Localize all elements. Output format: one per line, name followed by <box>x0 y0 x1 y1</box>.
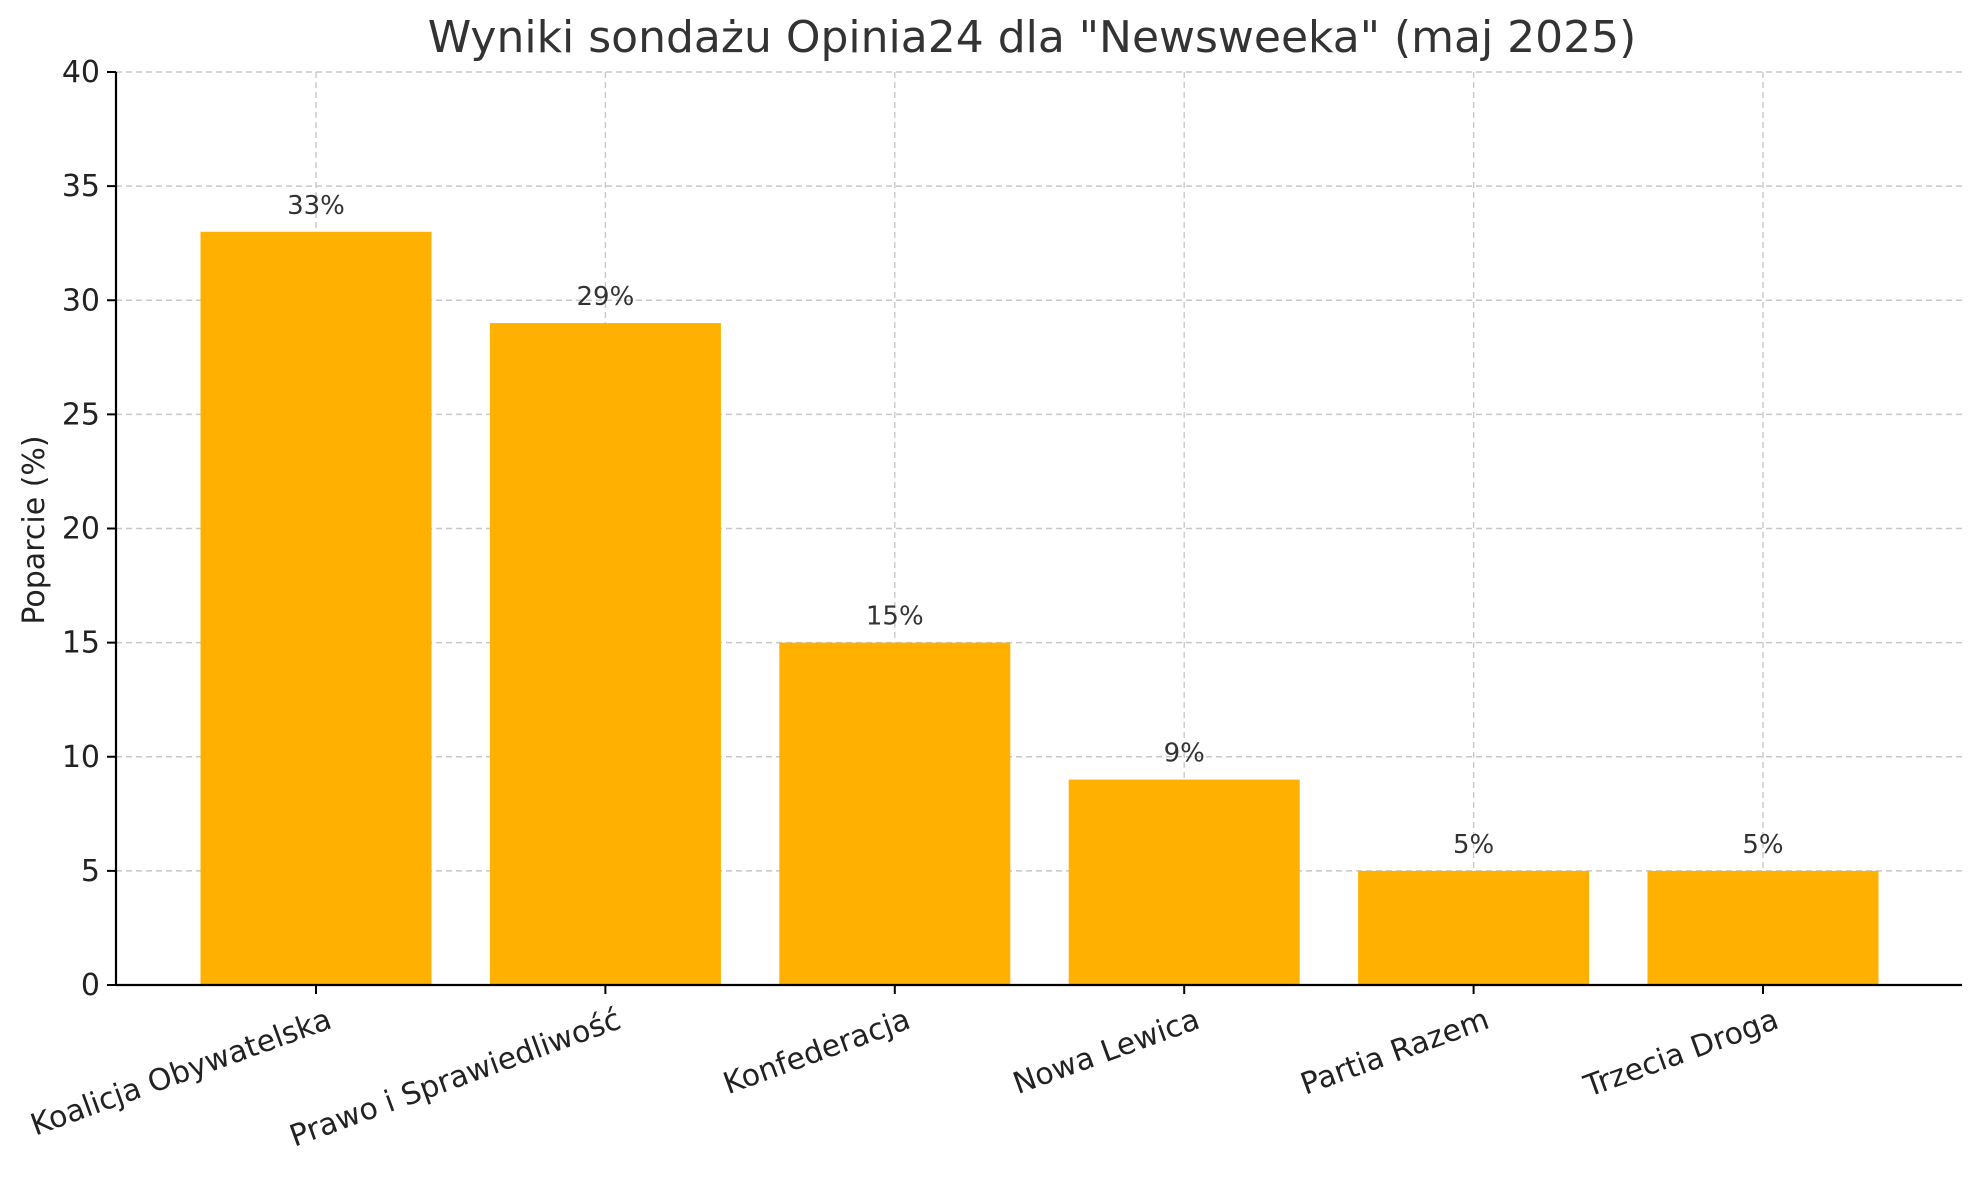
y-tick-label: 0 <box>81 968 100 1003</box>
y-tick-label: 40 <box>62 55 100 90</box>
x-tick-label: Partia Razem <box>1296 1002 1494 1102</box>
y-ticks: 0 5 10 15 20 25 30 35 40 <box>62 55 116 1003</box>
bar <box>1068 779 1300 985</box>
data-label: 5% <box>1742 830 1783 860</box>
data-label: 15% <box>866 602 924 632</box>
y-tick-label: 20 <box>62 512 100 547</box>
bar <box>1358 870 1590 985</box>
data-label: 33% <box>287 191 345 221</box>
data-label: 29% <box>577 282 635 312</box>
y-tick-label: 30 <box>62 283 100 318</box>
chart-title: Wyniki sondażu Opinia24 dla "Newsweeka" … <box>428 12 1637 63</box>
y-tick-label: 15 <box>62 626 100 661</box>
y-tick-label: 25 <box>62 397 100 432</box>
x-tick-label: Prawo i Sprawiedliwość <box>285 1002 625 1154</box>
bar <box>489 323 721 985</box>
x-tick-label: Nowa Lewica <box>1008 1002 1204 1102</box>
data-labels: 33% 29% 15% 9% 5% 5% <box>287 191 1784 860</box>
x-tick-label: Trzecia Droga <box>1579 1002 1783 1105</box>
y-tick-label: 10 <box>62 740 100 775</box>
bar <box>779 642 1011 985</box>
y-axis-label: Poparcie (%) <box>17 435 52 624</box>
y-tick-label: 35 <box>62 169 100 204</box>
y-tick-label: 5 <box>81 854 100 889</box>
data-label: 9% <box>1164 739 1205 769</box>
data-label: 5% <box>1453 830 1494 860</box>
x-tick-label: Konfederacja <box>719 1002 915 1102</box>
bar <box>1647 870 1879 985</box>
bar <box>200 231 432 985</box>
bars <box>200 231 1879 985</box>
